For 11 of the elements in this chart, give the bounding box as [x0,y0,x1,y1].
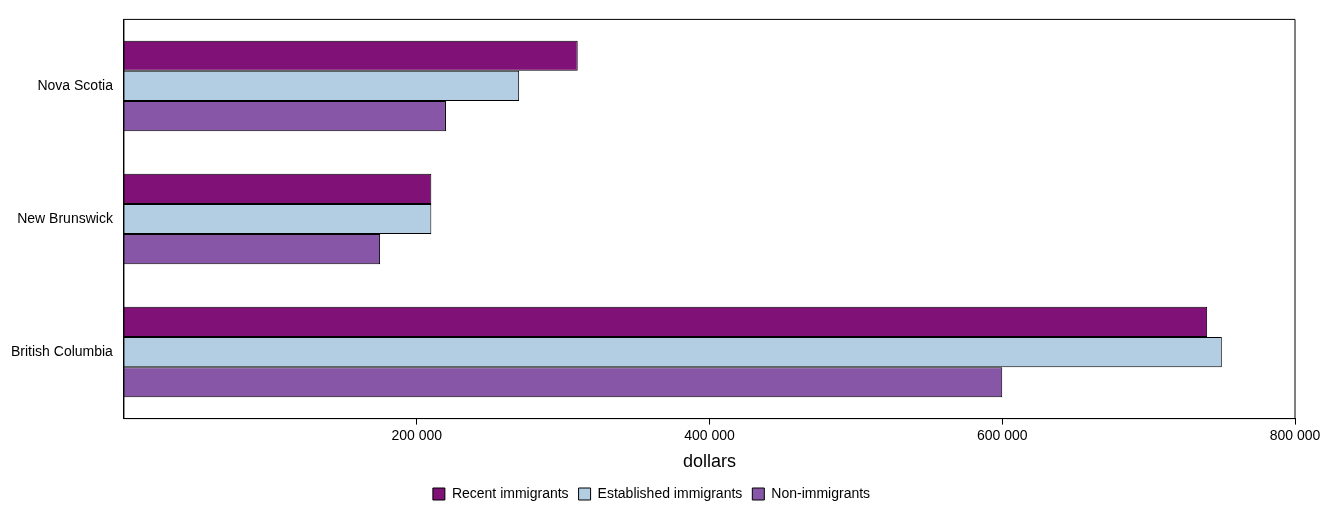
x-tick-label: 400 000 [684,426,735,443]
y-tick-label: New Brunswick [17,209,114,226]
x-tick-label: 200 000 [391,426,443,443]
legend-label: Established immigrants [597,484,743,501]
x-axis-title: dollars [682,451,736,472]
legend-label: Non-immigrants [771,484,871,501]
legend-label: Recent immigrants [451,484,569,501]
y-tick-label: Nova Scotia [37,76,114,93]
x-tick-label: 800 000 [1269,426,1321,443]
x-tick-label: 600 000 [976,426,1028,443]
y-tick-label: British Columbia [10,342,114,359]
